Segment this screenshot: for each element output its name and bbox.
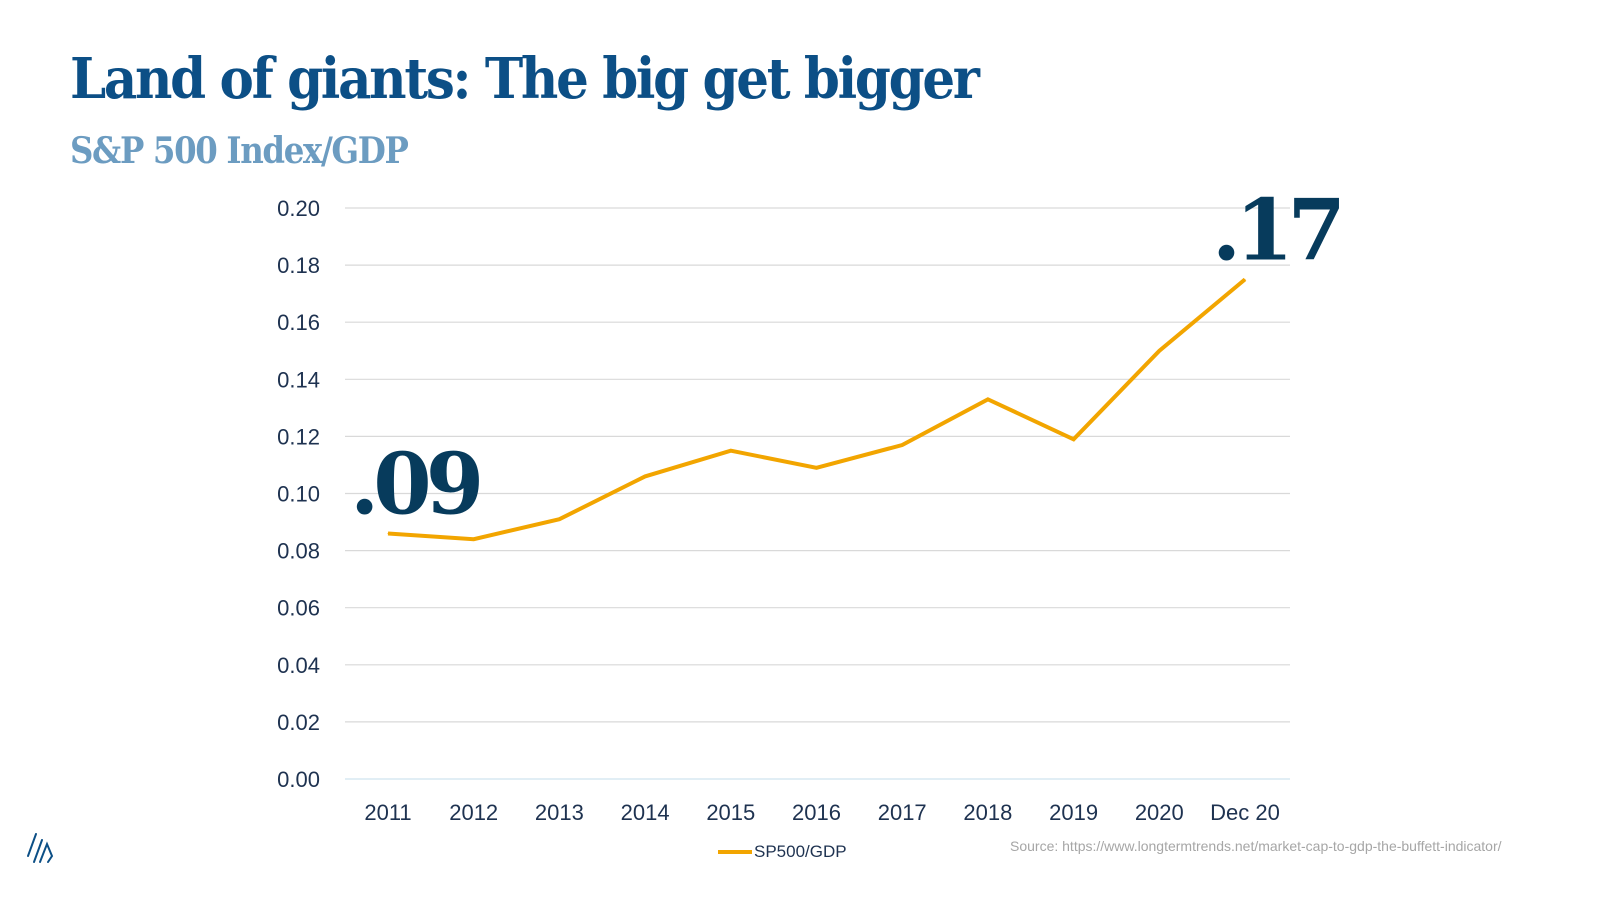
legend-label-sp500-gdp: SP500/GDP [754,842,847,861]
gridlines [345,207,1290,780]
x-tick-label: 2018 [963,800,1012,825]
y-tick-label: 0.14 [277,367,320,392]
y-tick-label: 0.12 [277,424,320,449]
x-tick-label: 2015 [706,800,755,825]
source-citation: Source: https://www.longtermtrends.net/m… [1010,838,1502,854]
x-tick-label: 2011 [364,800,411,825]
y-tick-label: 0.10 [277,482,320,507]
data-point [730,450,732,452]
callout-value: .17 [1212,180,1340,279]
data-point [558,518,560,520]
callout-value: .09 [350,434,480,533]
x-tick-label: 2020 [1135,800,1184,825]
x-tick-label: Dec 20 [1210,800,1280,825]
y-tick-label: 0.08 [277,539,320,564]
data-point [1073,438,1075,440]
legend-swatch-sp500-gdp [718,850,752,854]
data-point [901,444,903,446]
x-tick-label: 2014 [621,800,670,825]
y-tick-label: 0.06 [277,596,320,621]
slide-title: Land of giants: The big get bigger [70,46,980,112]
x-tick-label: 2012 [449,800,498,825]
x-axis-ticks: 2011 2012 2013 2014 2015 2016 2017 2018 2019 2020… [364,800,1280,825]
data-point [987,398,989,400]
y-tick-label: 0.04 [277,653,320,678]
chart-subtitle: S&P 500 Index/GDP [70,130,409,172]
y-tick-label: 0.16 [277,310,320,335]
data-point [473,538,475,540]
data-point [816,467,817,469]
data-point [387,532,389,534]
x-tick-label: 2017 [878,800,927,825]
series-sp500-gdp [387,277,1247,542]
brand-slash-logo-icon [27,833,54,863]
y-axis-ticks: 0.00 0.02 0.04 0.06 0.08 0.10 0.12 0.14 0.16 0.18… [277,196,320,792]
chart-legend: SP500/GDP [718,842,847,862]
callout-annotations: .09 .17 [350,180,1346,533]
y-tick-label: 0.02 [277,710,320,735]
data-point [644,475,646,477]
data-point [1158,350,1160,352]
series-line [387,277,1247,542]
y-tick-label: 0.18 [277,253,320,278]
y-tick-label: 0.00 [277,767,320,792]
y-tick-label: 0.20 [277,196,320,221]
x-tick-label: 2016 [792,800,841,825]
x-tick-label: 2013 [535,800,584,825]
x-tick-label: 2019 [1049,800,1098,825]
data-point [1244,278,1246,280]
